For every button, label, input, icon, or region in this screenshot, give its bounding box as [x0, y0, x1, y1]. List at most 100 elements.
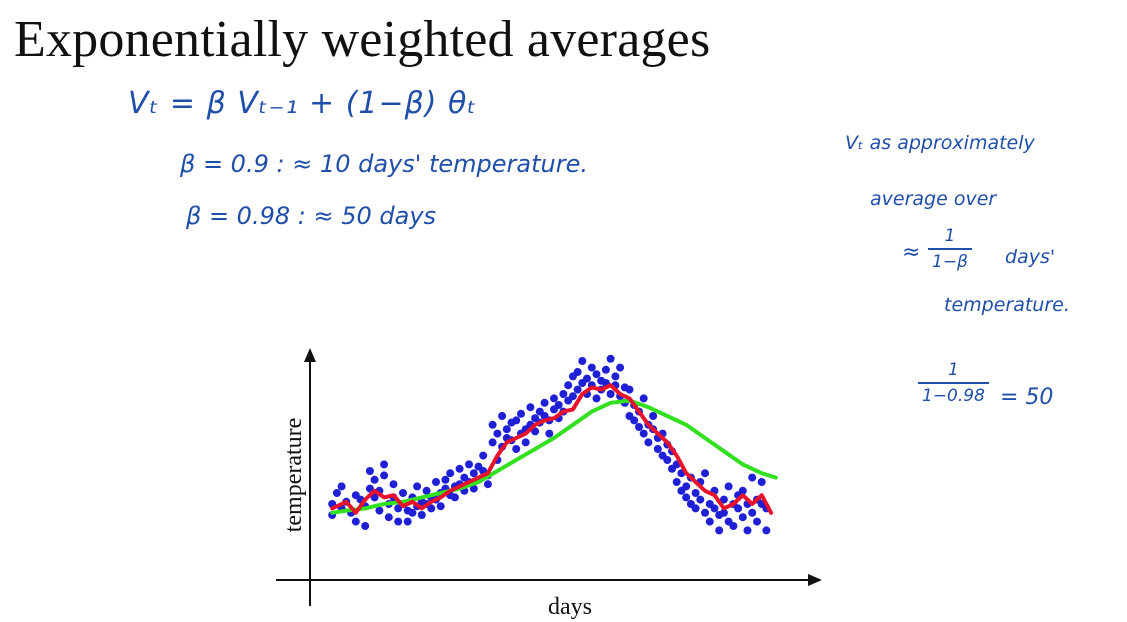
data-point	[753, 517, 761, 526]
data-point	[380, 471, 389, 480]
data-point	[644, 438, 653, 447]
data-point	[748, 473, 757, 482]
data-point	[384, 513, 393, 522]
data-point	[729, 522, 738, 530]
red-ewa-line	[330, 383, 774, 515]
data-point	[738, 486, 747, 495]
data-point	[691, 489, 700, 497]
data-point	[427, 504, 436, 513]
data-point	[715, 526, 724, 535]
data-point	[394, 517, 403, 526]
data-point	[734, 504, 743, 513]
y-axis-arrow	[304, 348, 316, 362]
data-point	[719, 508, 728, 517]
beta-example-2: β = 0.98 : ≈ 50 days	[186, 202, 437, 230]
data-point	[408, 508, 417, 517]
data-point	[517, 409, 525, 418]
data-point	[554, 401, 563, 409]
data-point	[672, 478, 681, 486]
data-point	[479, 451, 488, 460]
update-equation: Vₜ = β Vₜ₋₁ + (1−β) θₜ	[128, 86, 478, 121]
slide-title: Exponentially weighted averages	[14, 11, 711, 68]
approx-symbol: ≈	[902, 240, 921, 265]
data-point	[691, 504, 700, 513]
beta-example-1: β = 0.9 : ≈ 10 days' temperature.	[180, 150, 588, 178]
y-axis-label: temperature	[281, 418, 307, 533]
data-point	[578, 357, 587, 365]
data-point	[701, 508, 709, 517]
data-point	[601, 365, 610, 374]
data-point	[450, 493, 459, 502]
green-ewa-line	[330, 398, 778, 515]
data-point	[696, 495, 705, 504]
data-point	[502, 425, 511, 434]
data-point	[592, 370, 601, 379]
fraction2-numerator: 1	[948, 360, 959, 380]
data-point	[682, 482, 691, 491]
data-point	[389, 480, 398, 489]
note-line-1: Vₜ as approximately	[845, 132, 1035, 154]
data-point	[710, 504, 719, 513]
data-point	[370, 475, 379, 484]
data-point	[573, 385, 582, 394]
data-points	[328, 354, 771, 535]
data-point	[361, 522, 370, 530]
data-point	[630, 416, 639, 425]
data-point	[724, 482, 733, 491]
data-point	[639, 394, 648, 403]
data-point	[483, 480, 492, 489]
data-point	[498, 412, 507, 420]
data-point	[351, 517, 360, 526]
note-line-2: average over	[870, 188, 997, 210]
data-point	[606, 354, 615, 363]
data-point	[653, 445, 662, 453]
data-point	[606, 390, 615, 398]
fraction2-denominator: 1−0.98	[918, 382, 989, 406]
data-point	[592, 394, 601, 403]
data-point	[380, 460, 389, 469]
data-point	[564, 381, 573, 390]
data-point	[455, 464, 464, 473]
data-point	[375, 506, 384, 515]
data-point	[701, 469, 709, 478]
data-point	[611, 372, 620, 381]
data-point	[465, 460, 473, 469]
note-line-4: temperature.	[944, 294, 1070, 316]
data-point	[512, 416, 521, 425]
data-point	[365, 467, 374, 475]
data-point	[469, 484, 478, 493]
data-point	[738, 513, 747, 522]
data-point	[446, 469, 455, 478]
data-point	[583, 374, 591, 383]
x-axis-label: days	[548, 594, 592, 620]
data-point	[332, 489, 341, 497]
data-point	[417, 511, 426, 519]
data-point	[413, 482, 422, 491]
data-point	[526, 403, 535, 412]
fraction-one-over-one-minus-098: 1 1−0.98	[918, 360, 989, 407]
data-point	[540, 398, 549, 407]
data-point	[748, 508, 757, 517]
data-point	[635, 423, 643, 431]
data-point	[436, 502, 445, 511]
data-point	[719, 495, 728, 504]
fraction-numerator: 1	[944, 226, 956, 246]
data-point	[705, 517, 714, 526]
data-point	[559, 390, 568, 398]
data-point	[337, 482, 346, 491]
fraction-denominator: 1−β	[928, 248, 972, 272]
fraction2-result: = 50	[1000, 385, 1054, 410]
data-point	[568, 392, 577, 401]
data-point	[422, 486, 431, 495]
fraction-one-over-one-minus-beta: 1 1−β	[928, 226, 972, 273]
data-point	[639, 429, 648, 438]
data-point	[469, 469, 478, 478]
data-point	[762, 526, 771, 535]
data-point	[512, 445, 521, 453]
data-point	[441, 475, 450, 484]
data-point	[399, 489, 407, 497]
data-point	[649, 412, 658, 420]
data-point	[545, 429, 554, 438]
